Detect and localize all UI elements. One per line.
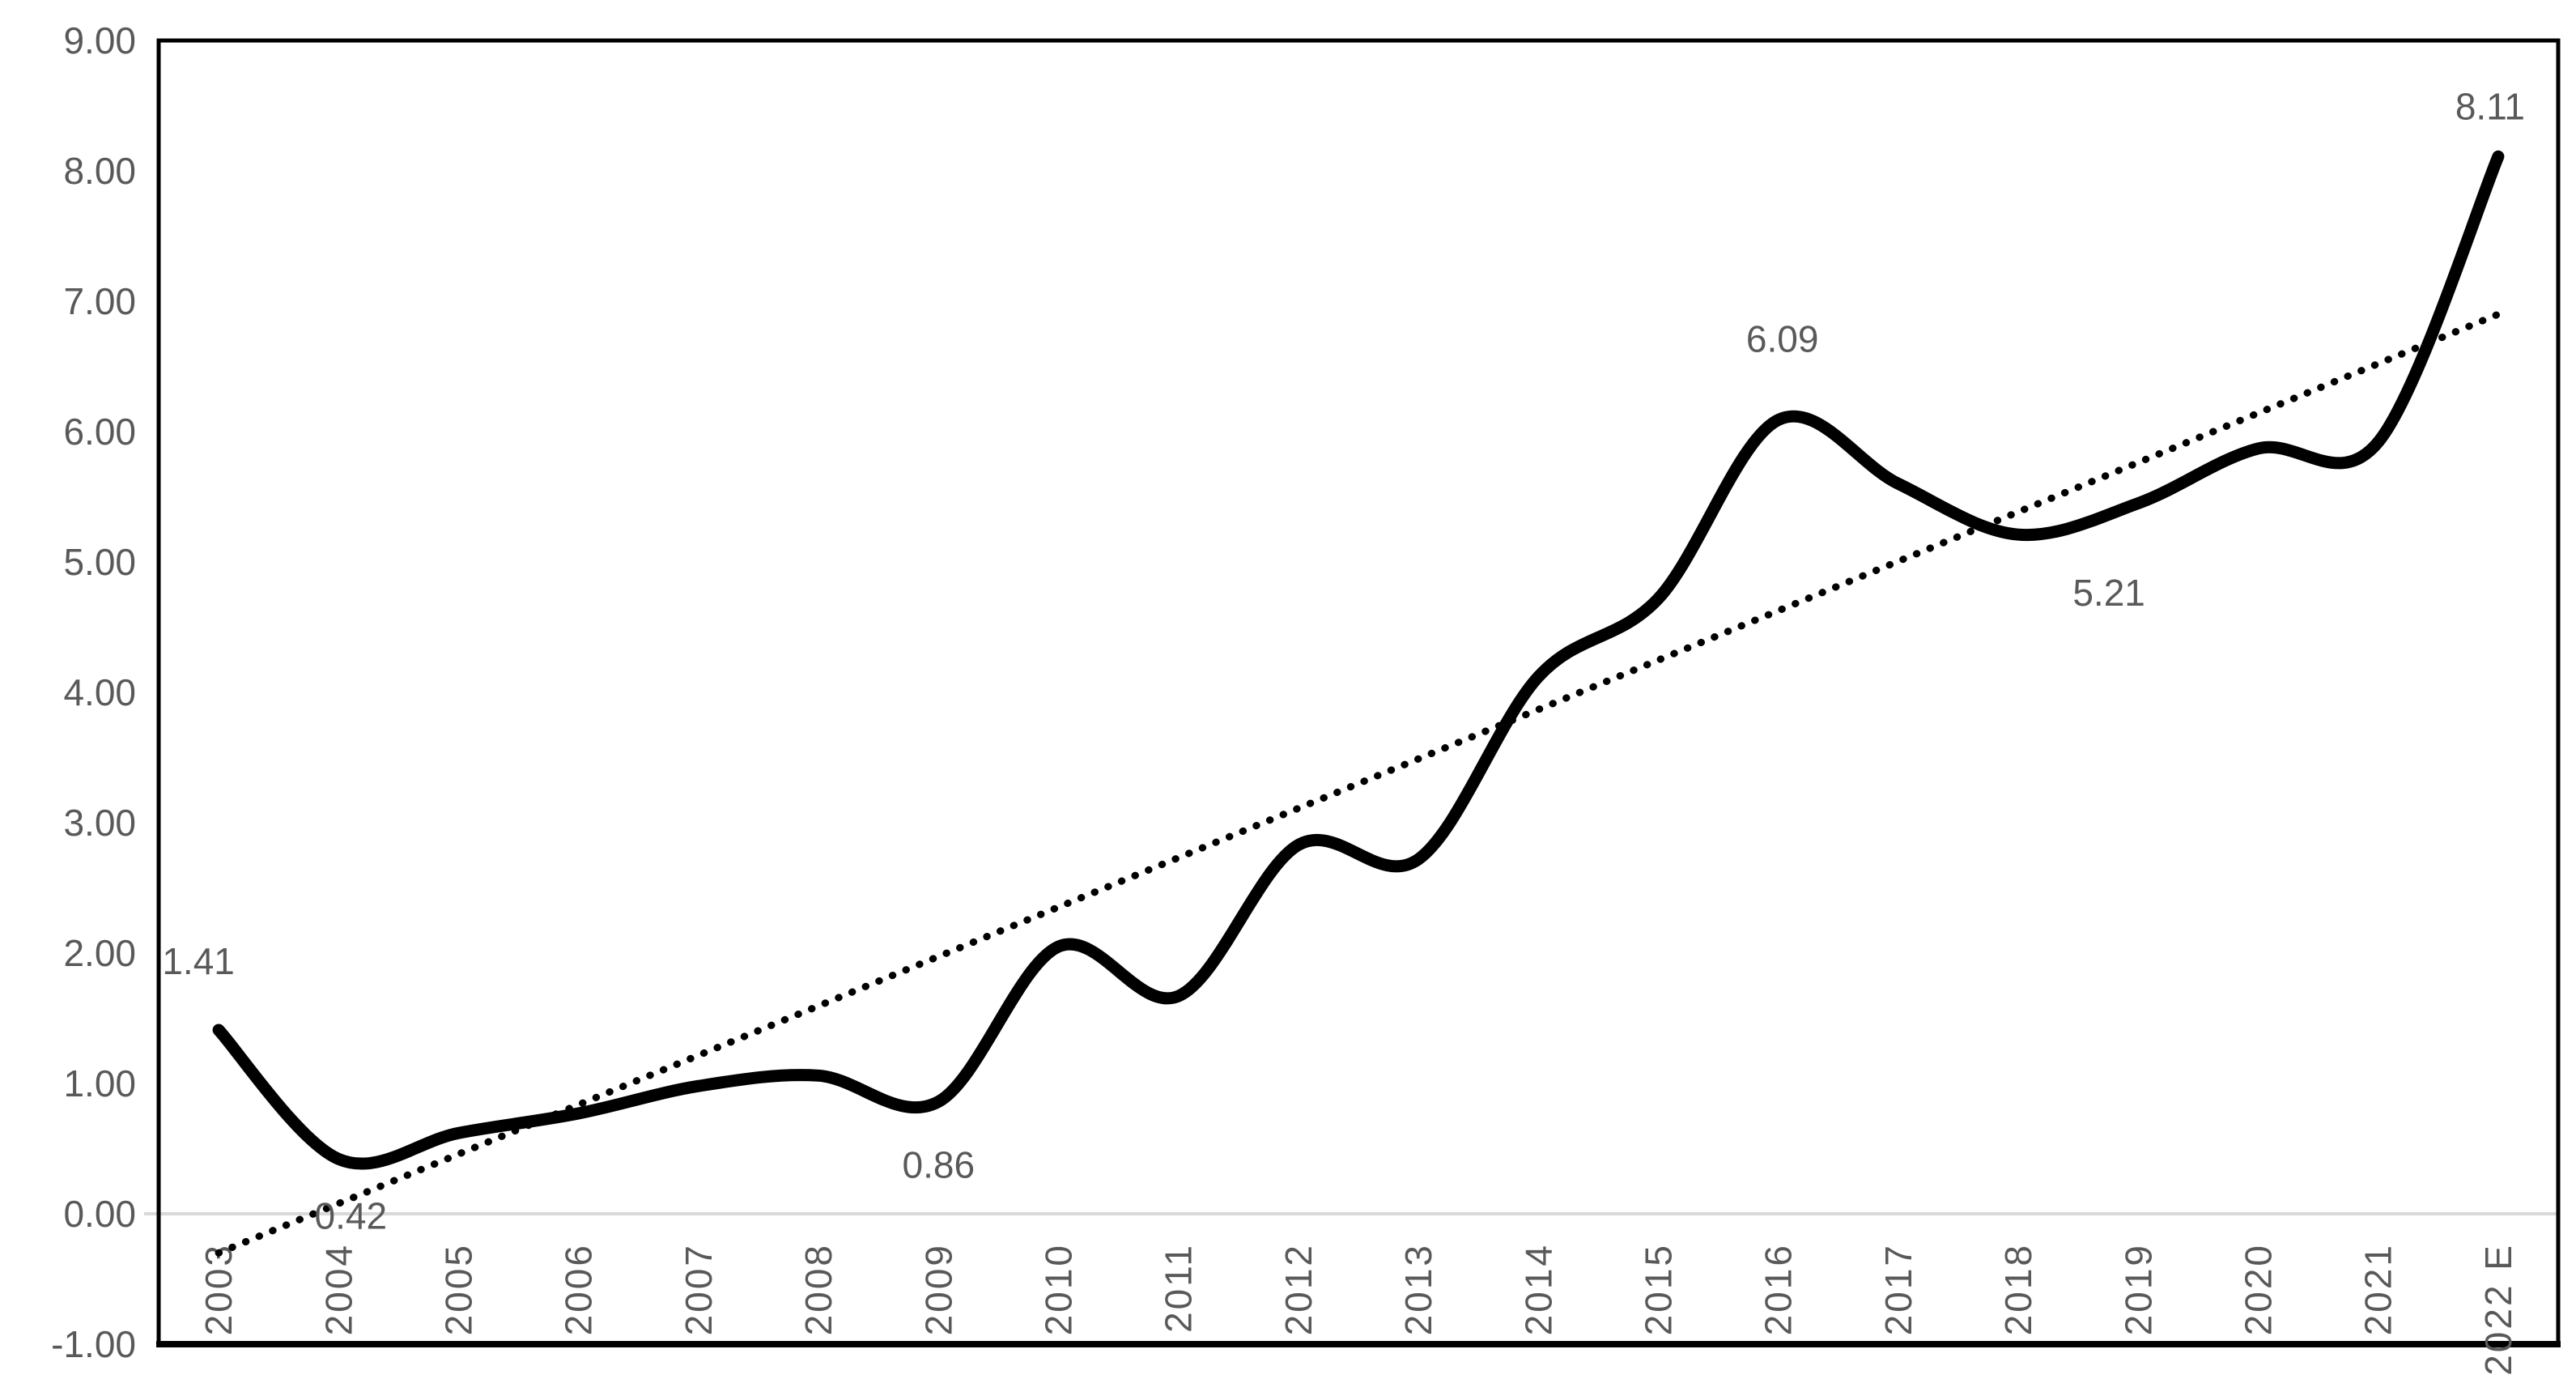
y-axis-tick-label: 6.00	[63, 411, 136, 453]
data-label: 5.21	[2072, 572, 2145, 614]
x-axis-tick-label: 2006	[558, 1243, 600, 1335]
y-axis-tick-label: 1.00	[63, 1062, 136, 1104]
y-axis-tick-label: 8.00	[63, 150, 136, 192]
x-axis-tick-label: 2019	[2117, 1243, 2159, 1335]
x-axis-tick-label: 2010	[1038, 1243, 1080, 1335]
y-axis-tick-label: 0.00	[63, 1193, 136, 1235]
x-axis-tick-label: 2021	[2357, 1243, 2400, 1335]
y-axis-tick-label: -1.00	[51, 1323, 136, 1365]
x-axis-tick-label: 2015	[1638, 1243, 1680, 1335]
data-label: 1.41	[162, 940, 235, 982]
x-axis-tick-label: 2003	[198, 1243, 240, 1335]
x-axis-tick-label: 2013	[1397, 1243, 1439, 1335]
x-axis-tick-label: 2014	[1517, 1243, 1559, 1335]
x-axis-tick-label: 2017	[1877, 1243, 1919, 1335]
y-axis-tick-label: 5.00	[63, 541, 136, 583]
x-axis-tick-label: 2018	[1997, 1243, 2039, 1335]
y-axis-tick-label: 7.00	[63, 280, 136, 322]
x-axis-tick-label: 2007	[678, 1243, 720, 1335]
y-axis-tick-label: 4.00	[63, 671, 136, 713]
series-line	[212, 150, 2505, 1170]
data-label: 6.09	[1746, 318, 1819, 360]
y-axis-tick-label: 9.00	[63, 19, 136, 62]
y-axis-tick-label: 2.00	[63, 932, 136, 974]
x-axis-tick-label: 2012	[1277, 1243, 1320, 1335]
x-axis-tick-label: 2016	[1758, 1243, 1800, 1335]
x-axis-tick-label: 2011	[1158, 1243, 1200, 1333]
data-label: 0.42	[315, 1194, 388, 1236]
x-axis-tick-label: 2009	[917, 1243, 959, 1335]
data-label: 0.86	[903, 1144, 976, 1186]
trendline-dotted	[215, 310, 2502, 1257]
x-axis-tick-label: 2022 E	[2477, 1243, 2519, 1376]
x-axis-tick-label: 2005	[438, 1243, 480, 1335]
x-axis-tick-label: 2008	[797, 1243, 840, 1335]
x-axis-tick-label: 2004	[317, 1243, 359, 1335]
data-label: 8.11	[2455, 85, 2525, 127]
y-axis-tick-label: 3.00	[63, 802, 136, 844]
x-axis-tick-label: 2020	[2238, 1243, 2280, 1335]
